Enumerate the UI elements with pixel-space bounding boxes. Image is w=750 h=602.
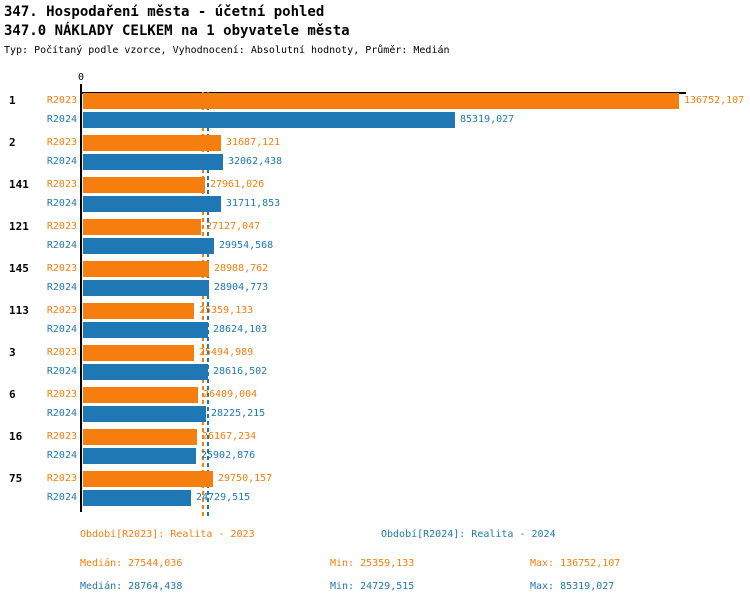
- bar-value-label: 27961,026: [210, 179, 265, 190]
- bar-value-label: 29954,568: [219, 240, 274, 251]
- bar-value-label: 28904,773: [214, 282, 269, 293]
- bar-r2024: [83, 406, 206, 422]
- bar-value-label: 136752,107: [684, 95, 745, 106]
- bar-value-label: 31687,121: [226, 137, 281, 148]
- bar-r2023: [83, 219, 201, 235]
- bar-r2023: [83, 261, 209, 277]
- bar-value-label: 25359,133: [199, 305, 254, 316]
- bar-value-label: 26167,234: [202, 431, 257, 442]
- bar-r2024: [83, 448, 196, 464]
- y-axis-line: [80, 84, 82, 512]
- bar-r2023: [83, 303, 194, 319]
- row-label: 3: [9, 346, 16, 359]
- bar-r2023: [83, 93, 679, 109]
- x-axis-zero-label: 0: [77, 72, 85, 83]
- series-label-r2023: R2023: [46, 263, 77, 274]
- legend-item-2023: Období[R2023]: Realita - 2023: [80, 529, 255, 540]
- series-label-r2024: R2024: [46, 324, 77, 335]
- row-label: 113: [9, 304, 29, 317]
- bar-value-label: 32062,438: [228, 156, 283, 167]
- row-label: 6: [9, 388, 16, 401]
- bar-r2024: [83, 322, 208, 338]
- chart-meta: Typ: Počítaný podle vzorce, Vyhodnocení:…: [4, 45, 450, 56]
- row-label: 141: [9, 178, 29, 191]
- row-label: 2: [9, 136, 16, 149]
- row-label: 16: [9, 430, 23, 443]
- bar-value-label: 28225,215: [211, 408, 266, 419]
- page-title: 347. Hospodaření města - účetní pohled: [4, 4, 325, 20]
- bar-r2023: [83, 177, 205, 193]
- row-label: 145: [9, 262, 29, 275]
- bar-value-label: 27127,047: [206, 221, 261, 232]
- row-label: 1: [9, 94, 16, 107]
- bar-value-label: 28616,502: [213, 366, 268, 377]
- bar-r2024: [83, 280, 209, 296]
- series-label-r2024: R2024: [46, 240, 77, 251]
- stat-min-2023: Min: 25359,133: [330, 558, 415, 569]
- row-label: 121: [9, 220, 29, 233]
- series-label-r2023: R2023: [46, 431, 77, 442]
- stat-max-2024: Max: 85319,027: [530, 581, 615, 592]
- bar-r2024: [83, 154, 223, 170]
- series-label-r2024: R2024: [46, 156, 77, 167]
- bar-r2023: [83, 135, 221, 151]
- stat-median-2024: Medián: 28764,438: [80, 581, 183, 592]
- series-label-r2023: R2023: [46, 473, 77, 484]
- series-label-r2024: R2024: [46, 408, 77, 419]
- series-label-r2023: R2023: [46, 389, 77, 400]
- bar-r2023: [83, 387, 198, 403]
- series-label-r2023: R2023: [46, 179, 77, 190]
- bar-value-label: 26409,004: [203, 389, 258, 400]
- bar-value-label: 25902,876: [201, 450, 256, 461]
- bar-value-label: 31711,853: [226, 198, 281, 209]
- bar-r2024: [83, 490, 191, 506]
- bar-value-label: 28988,762: [214, 263, 269, 274]
- bar-r2023: [83, 345, 194, 361]
- stat-median-2023: Medián: 27544,036: [80, 558, 183, 569]
- bar-value-label: 24729,515: [196, 492, 251, 503]
- series-label-r2024: R2024: [46, 366, 77, 377]
- bar-value-label: 28624,103: [213, 324, 268, 335]
- median-line-r2024: [207, 92, 209, 516]
- legend-item-2024: Období[R2024]: Realita - 2024: [381, 529, 556, 540]
- bar-r2024: [83, 196, 221, 212]
- bar-value-label: 25494,989: [199, 347, 254, 358]
- series-label-r2023: R2023: [46, 137, 77, 148]
- bar-r2024: [83, 238, 214, 254]
- series-label-r2023: R2023: [46, 305, 77, 316]
- series-label-r2023: R2023: [46, 95, 77, 106]
- bar-value-label: 85319,027: [460, 114, 515, 125]
- stat-min-2024: Min: 24729,515: [330, 581, 415, 592]
- series-label-r2024: R2024: [46, 198, 77, 209]
- bar-r2023: [83, 471, 213, 487]
- series-label-r2024: R2024: [46, 282, 77, 293]
- bar-r2023: [83, 429, 197, 445]
- bar-r2024: [83, 112, 455, 128]
- bar-r2024: [83, 364, 208, 380]
- series-label-r2024: R2024: [46, 114, 77, 125]
- stat-max-2023: Max: 136752,107: [530, 558, 621, 569]
- series-label-r2024: R2024: [46, 450, 77, 461]
- series-label-r2024: R2024: [46, 492, 77, 503]
- median-line-r2023: [202, 92, 204, 516]
- row-label: 75: [9, 472, 23, 485]
- bar-value-label: 29750,157: [218, 473, 273, 484]
- page-subtitle: 347.0 NÁKLADY CELKEM na 1 obyvatele měst…: [4, 23, 350, 39]
- series-label-r2023: R2023: [46, 221, 77, 232]
- series-label-r2023: R2023: [46, 347, 77, 358]
